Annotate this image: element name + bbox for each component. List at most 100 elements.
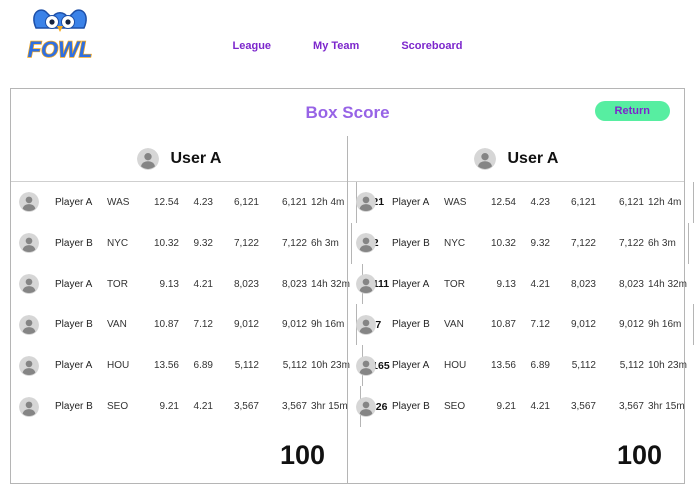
page-title: Box Score bbox=[305, 102, 390, 122]
top-bar: FOWL League My Team Scoreboard bbox=[0, 0, 695, 88]
nav-item-league[interactable]: League bbox=[232, 40, 272, 52]
player-row: Player A HOU 13.56 6.89 5,112 5,112 10h … bbox=[11, 345, 390, 387]
player-time: 6h 3m bbox=[648, 237, 676, 249]
card-header: Box Score Return bbox=[11, 89, 684, 136]
panels: User A Player A WAS 12.54 4.23 6,121 6,1… bbox=[11, 136, 695, 483]
player-stat-3: 8,023 bbox=[233, 278, 259, 290]
player-stat-3: 7,122 bbox=[233, 237, 259, 249]
player-avatar bbox=[356, 355, 376, 376]
player-row: Player A WAS 12.54 4.23 6,121 6,121 12h … bbox=[11, 182, 384, 223]
player-stat-1: 12.54 bbox=[490, 196, 516, 208]
team-avatar bbox=[136, 147, 159, 170]
player-name: Player B bbox=[392, 401, 430, 413]
player-stat-2: 7.12 bbox=[193, 319, 213, 331]
player-stat-3: 8,023 bbox=[570, 278, 596, 290]
player-team: WAS bbox=[444, 196, 467, 208]
logo-wordmark: FOWL bbox=[28, 37, 93, 62]
player-stat-2: 9.32 bbox=[530, 237, 550, 249]
player-stat-3: 3,567 bbox=[570, 401, 596, 413]
player-stat-1: 12.54 bbox=[153, 196, 179, 208]
player-name: Player B bbox=[55, 319, 93, 331]
player-team: HOU bbox=[107, 360, 130, 372]
player-stat-2: 6.89 bbox=[530, 360, 550, 372]
app-logo[interactable]: FOWL bbox=[14, 4, 106, 70]
player-stat-1: 9.13 bbox=[496, 278, 516, 290]
player-time: 10h 23m bbox=[648, 360, 687, 372]
player-stat-1: 9.21 bbox=[496, 401, 516, 413]
player-team: TOR bbox=[444, 278, 465, 290]
player-avatar bbox=[356, 396, 376, 417]
player-name: Player A bbox=[55, 360, 93, 372]
player-avatar bbox=[19, 355, 39, 376]
player-avatar bbox=[19, 192, 39, 213]
player-rows: Player A WAS 12.54 4.23 6,121 6,121 12h … bbox=[348, 182, 695, 427]
box-score-card: Box Score Return User A Player A WAS 12.… bbox=[10, 88, 695, 484]
player-stat-3: 5,112 bbox=[234, 360, 259, 372]
player-row: Player A WAS 12.54 4.23 6,121 6,121 12h … bbox=[348, 182, 695, 223]
player-stat-4: 7,122 bbox=[618, 237, 644, 249]
player-name: Player A bbox=[55, 196, 93, 208]
player-name: Player A bbox=[55, 278, 93, 290]
player-avatar bbox=[356, 314, 376, 335]
player-stat-2: 4.23 bbox=[530, 196, 550, 208]
player-time: 12h 4m bbox=[311, 196, 345, 208]
player-stat-3: 9,012 bbox=[233, 319, 259, 331]
player-stat-1: 13.56 bbox=[153, 360, 179, 372]
player-row: Player A TOR 9.13 4.21 8,023 8,023 14h 3… bbox=[11, 263, 389, 305]
player-avatar bbox=[19, 274, 39, 295]
team-header-right: User A bbox=[348, 136, 684, 182]
player-rows: Player A WAS 12.54 4.23 6,121 6,121 12h … bbox=[11, 182, 390, 427]
owl-icon: FOWL bbox=[27, 9, 93, 63]
return-button[interactable]: Return bbox=[594, 101, 670, 121]
team-panel-left: User A Player A WAS 12.54 4.23 6,121 6,1… bbox=[11, 136, 390, 483]
player-time: 9h 16m bbox=[311, 319, 345, 331]
team-name: User A bbox=[170, 149, 222, 167]
team-header-left: User A bbox=[11, 136, 347, 182]
player-stat-1: 10.32 bbox=[490, 237, 516, 249]
player-stat-1: 9.13 bbox=[159, 278, 179, 290]
player-avatar bbox=[356, 233, 376, 254]
player-team: TOR bbox=[107, 278, 128, 290]
nav-item-scoreboard[interactable]: Scoreboard bbox=[401, 40, 463, 52]
player-row: Player A TOR 9.13 4.21 8,023 8,023 14h 3… bbox=[348, 264, 687, 305]
player-stat-4: 9,012 bbox=[281, 319, 307, 331]
player-stat-3: 3,567 bbox=[233, 401, 259, 413]
player-stat-1: 10.87 bbox=[153, 319, 179, 331]
player-name: Player B bbox=[55, 237, 93, 249]
player-stat-1: 13.56 bbox=[490, 360, 516, 372]
player-team: NYC bbox=[444, 237, 466, 249]
player-score: 142 bbox=[687, 222, 695, 264]
player-team: WAS bbox=[107, 196, 130, 208]
player-team: SEO bbox=[107, 401, 129, 413]
player-name: Player B bbox=[55, 401, 93, 413]
team-total-row: 100 bbox=[11, 427, 347, 483]
nav-item-my-team[interactable]: My Team bbox=[313, 40, 360, 52]
player-row: Player A HOU 13.56 6.89 5,112 5,112 10h … bbox=[348, 345, 687, 386]
team-total-row: 100 bbox=[348, 427, 684, 483]
player-stat-4: 3,567 bbox=[281, 401, 307, 413]
player-time: 3hr 15m bbox=[648, 401, 685, 413]
player-stat-2: 4.21 bbox=[530, 401, 550, 413]
player-time: 12h 4m bbox=[648, 196, 682, 208]
player-stat-3: 7,122 bbox=[570, 237, 596, 249]
player-time: 3hr 15m bbox=[311, 401, 348, 413]
player-name: Player A bbox=[392, 278, 430, 290]
player-stat-3: 5,112 bbox=[571, 360, 596, 372]
player-stat-4: 6,121 bbox=[618, 196, 644, 208]
team-total: 100 bbox=[616, 439, 662, 470]
player-stat-3: 9,012 bbox=[570, 319, 596, 331]
player-stat-4: 7,122 bbox=[281, 237, 307, 249]
player-avatar bbox=[19, 396, 39, 417]
team-avatar bbox=[473, 147, 496, 170]
player-stat-2: 9.32 bbox=[193, 237, 213, 249]
player-score: 121 bbox=[693, 182, 695, 223]
player-stat-2: 4.21 bbox=[193, 401, 213, 413]
player-name: Player A bbox=[392, 196, 430, 208]
player-stat-4: 6,121 bbox=[281, 196, 307, 208]
player-stat-2: 4.23 bbox=[193, 196, 213, 208]
player-row: Player B SEO 9.21 4.21 3,567 3,567 3hr 1… bbox=[348, 386, 685, 427]
player-time: 6h 3m bbox=[311, 237, 339, 249]
player-stat-4: 5,112 bbox=[282, 360, 307, 372]
player-avatar bbox=[19, 314, 39, 335]
player-stat-1: 9.21 bbox=[159, 401, 179, 413]
